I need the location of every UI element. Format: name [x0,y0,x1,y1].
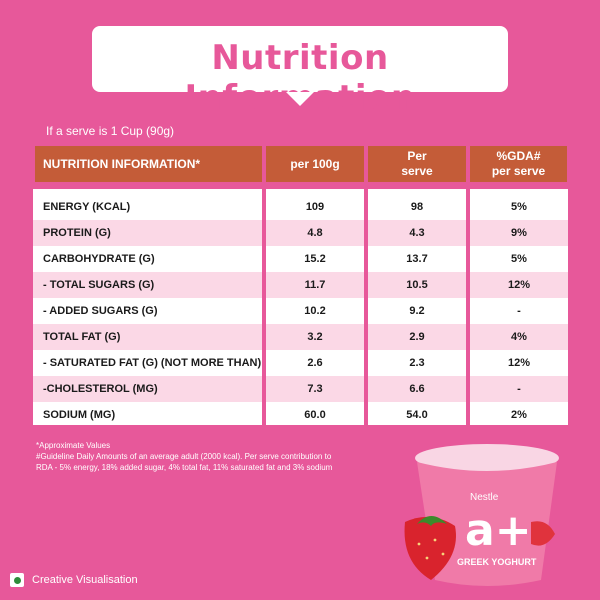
row-per-100g: 11.7 [304,279,326,291]
row-label: ENERGY (KCAL) [43,201,131,213]
serve-note: If a serve is 1 Cup (90g) [46,124,175,138]
creative-visualisation-note: Creative Visualisation [32,574,138,586]
row-per-serve: 2.3 [409,357,425,369]
footnote-approx: *Approximate Values [36,441,111,450]
table-row: PROTEIN (G) 4.8 4.3 9% [33,220,568,246]
row-gda: 5% [511,201,527,213]
table-row: SODIUM (MG) 60.0 54.0 2% [33,402,568,428]
column-divider [466,182,470,425]
row-per-serve: 10.5 [406,279,428,291]
row-gda: 2% [511,409,527,421]
row-label: PROTEIN (G) [43,227,111,239]
row-per-100g: 60.0 [304,409,326,421]
row-gda: 4% [511,331,527,343]
column-divider [262,182,266,425]
header-gda-line1: %GDA# [496,149,541,163]
page-title: Nutrition Information [184,38,416,118]
row-per-serve: 54.0 [406,409,428,421]
cup-body [417,462,557,586]
row-per-serve: 9.2 [409,305,425,317]
yoghurt-cup-image: Nestle a+ GREEK YOGHURT [404,444,559,586]
header-per-serve-line2: serve [401,164,433,178]
cup-logo: a+ [465,505,532,556]
row-per-100g: 4.8 [307,227,323,239]
strawberry-icon [404,516,456,580]
row-label: - SATURATED FAT (G) (NOT MORE THAN) [43,357,262,369]
row-label: - ADDED SUGARS (G) [43,305,158,317]
header-nutrition-information: NUTRITION INFORMATION* [35,146,262,182]
row-gda: - [517,305,521,317]
row-gda: - [517,383,521,395]
table-row: - SATURATED FAT (G) (NOT MORE THAN) 2.6 … [33,350,568,376]
row-per-serve: 2.9 [409,331,425,343]
cup-product-name: GREEK YOGHURT [457,557,537,567]
veg-mark-icon [10,573,24,587]
footnote-rda: RDA - 5% energy, 18% added sugar, 4% tot… [36,463,333,472]
column-divider [364,182,368,425]
title-banner: Nutrition Information [92,26,508,118]
cup-rim [415,444,559,472]
table-row: -CHOLESTEROL (MG) 7.3 6.6 - [33,376,568,402]
table-row: - TOTAL SUGARS (G) 11.7 10.5 12% [33,272,568,298]
header-per-serve: Per serve [368,146,466,182]
row-per-100g: 2.6 [307,357,323,369]
row-gda: 9% [511,227,527,239]
cup-brand: Nestle [470,492,499,503]
row-label: TOTAL FAT (G) [43,331,121,343]
row-per-100g: 3.2 [307,331,323,343]
row-label: CARBOHYDRATE (G) [43,253,155,265]
row-gda: 12% [507,357,531,369]
row-label: - TOTAL SUGARS (G) [43,279,155,291]
row-per-serve: 98 [410,201,424,213]
strawberry-slice-icon [531,521,555,546]
row-gda: 12% [507,279,531,291]
row-gda: 5% [511,253,527,265]
row-per-100g: 15.2 [304,253,326,265]
row-label: -CHOLESTEROL (MG) [43,383,158,395]
table-row: - ADDED SUGARS (G) 10.2 9.2 - [33,298,568,324]
header-gda-line2: per serve [491,164,546,178]
row-per-serve: 6.6 [409,383,425,395]
row-per-serve: 13.7 [406,253,428,265]
row-label: SODIUM (MG) [43,409,116,421]
table-row: ENERGY (KCAL) 109 98 5% [33,194,568,220]
footnote-gda: #Guideline Daily Amounts of an average a… [36,452,332,461]
header-gda: %GDA# per serve [470,146,567,182]
row-per-serve: 4.3 [409,227,425,239]
row-per-100g: 7.3 [307,383,323,395]
header-per-serve-line1: Per [407,149,427,163]
table-row: TOTAL FAT (G) 3.2 2.9 4% [33,324,568,350]
table-row: CARBOHYDRATE (G) 15.2 13.7 5% [33,246,568,272]
header-per-100g: per 100g [266,146,364,182]
row-per-100g: 109 [305,201,325,213]
row-per-100g: 10.2 [304,305,326,317]
